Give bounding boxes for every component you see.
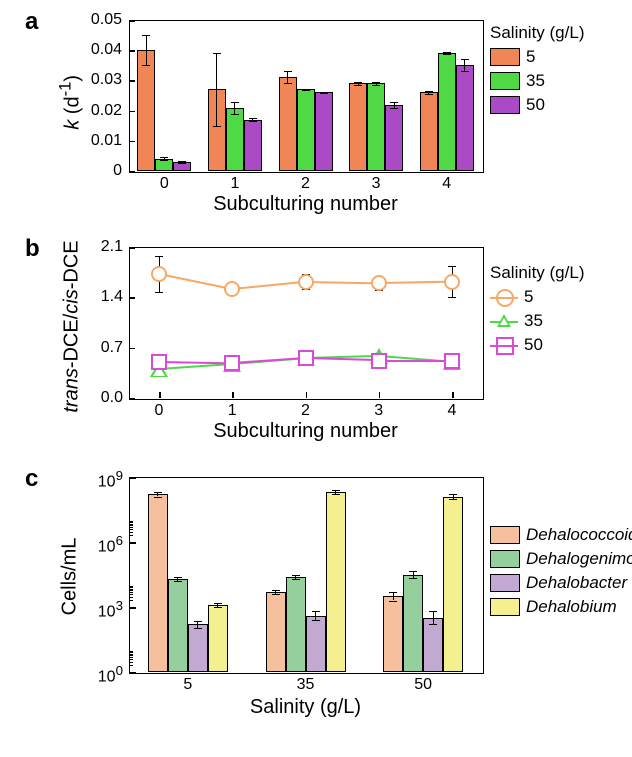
panel-b-xtick: 4 (437, 402, 467, 420)
panel-c-bar (286, 577, 306, 672)
panel-a-bar (456, 65, 474, 171)
panel-a-ytick: 0.03 (74, 71, 122, 89)
panel-c-legend-item: Dehalobacter (490, 573, 632, 593)
square-marker (298, 350, 314, 366)
square-marker (151, 354, 167, 370)
panel-a-legend-item: 50 (490, 95, 584, 115)
panel-c-xtick: 5 (168, 676, 208, 694)
panel-b-xlabel: Subculturing number (129, 420, 482, 443)
panel-b-legend-title: Salinity (g/L) (490, 263, 584, 283)
square-marker (224, 355, 240, 371)
panel-a-bar (349, 83, 367, 171)
panel-b-label: b (25, 235, 40, 263)
panel-b-ytick: 0.0 (79, 389, 123, 407)
panel-c-legend-item: Dehalogenimonas (490, 549, 632, 569)
circle-marker (224, 281, 240, 297)
panel-a-legend: Salinity (g/L) 5 35 50 (490, 23, 584, 119)
panel-b-legend-item: 5 (490, 287, 584, 307)
panel-a-ytick: 0.04 (74, 41, 122, 59)
panel-a-xtick: 4 (432, 175, 462, 193)
panel-c-bar (306, 616, 326, 672)
panel-c-xtick: 50 (403, 676, 443, 694)
panel-b-ytick: 0.7 (79, 339, 123, 357)
panel-a-bar (226, 108, 244, 171)
panel-a-ytick: 0 (74, 162, 122, 180)
panel-a-bar (385, 105, 403, 171)
panel-a-xtick: 0 (149, 175, 179, 193)
panel-a-bar (297, 89, 315, 171)
circle-marker (151, 266, 167, 282)
panel-a-legend-item: 5 (490, 47, 584, 67)
panel-c-bar (326, 492, 346, 672)
panel-c-bar (266, 592, 286, 672)
panel-b-xtick: 0 (144, 402, 174, 420)
panel-a-ytick: 0.02 (74, 102, 122, 120)
panel-a-xlabel: Subculturing number (129, 193, 482, 216)
panel-c-ytick: 106 (79, 533, 123, 556)
circle-marker (371, 275, 387, 291)
panel-a-bar (279, 77, 297, 171)
panel-c-ytick: 103 (79, 598, 123, 621)
panel-c-xtick: 35 (286, 676, 326, 694)
panel-c-bar (208, 605, 228, 672)
panel-a-bar (438, 53, 456, 171)
panel-b-ytick: 1.4 (79, 288, 123, 306)
panel-c-ytick: 100 (79, 663, 123, 686)
panel-c-ytick: 109 (79, 468, 123, 491)
panel-b-legend-item: 50 (490, 335, 584, 355)
circle-marker (298, 274, 314, 290)
panel-c-bar (403, 575, 423, 673)
panel-b-chart (129, 247, 484, 400)
square-marker (444, 353, 460, 369)
panel-b-line (379, 360, 452, 362)
panel-a-legend-item: 35 (490, 71, 584, 91)
panel-a-xtick: 2 (291, 175, 321, 193)
panel-b-xtick: 3 (364, 402, 394, 420)
panel-a-bar (420, 92, 438, 171)
panel-b-ytick: 2.1 (79, 238, 123, 256)
circle-marker (444, 274, 460, 290)
panel-a-label: a (25, 8, 38, 36)
panel-c-legend-item: Dehalobium (490, 597, 632, 617)
panel-a-bar (315, 92, 333, 171)
panel-c-bar (168, 579, 188, 672)
panel-b-xtick: 2 (291, 402, 321, 420)
panel-a-bar (244, 120, 262, 171)
panel-c-label: c (25, 465, 38, 493)
panel-a-ytick: 0.01 (74, 132, 122, 150)
panel-b-xtick: 1 (217, 402, 247, 420)
panel-c-bar (383, 596, 403, 672)
panel-c-legend: Dehalococcoides Dehalogenimonas Dehalobact… (490, 525, 632, 621)
panel-a-xtick: 1 (220, 175, 250, 193)
panel-c-xlabel: Salinity (g/L) (129, 696, 482, 719)
panel-c-legend-item: Dehalococcoides (490, 525, 632, 545)
panel-a-ytick: 0.05 (74, 11, 122, 29)
panel-c-bar (148, 494, 168, 672)
panel-b-legend: Salinity (g/L) 5 35 50 (490, 263, 584, 359)
panel-a-bar (367, 83, 385, 171)
square-marker (371, 353, 387, 369)
panel-c-bar (443, 497, 463, 673)
panel-c-bar (423, 618, 443, 672)
panel-a-legend-title: Salinity (g/L) (490, 23, 584, 43)
panel-c-bar (188, 624, 208, 672)
panel-a-bar (137, 50, 155, 171)
panel-a-xtick: 3 (361, 175, 391, 193)
panel-b-legend-item: 35 (490, 311, 584, 331)
